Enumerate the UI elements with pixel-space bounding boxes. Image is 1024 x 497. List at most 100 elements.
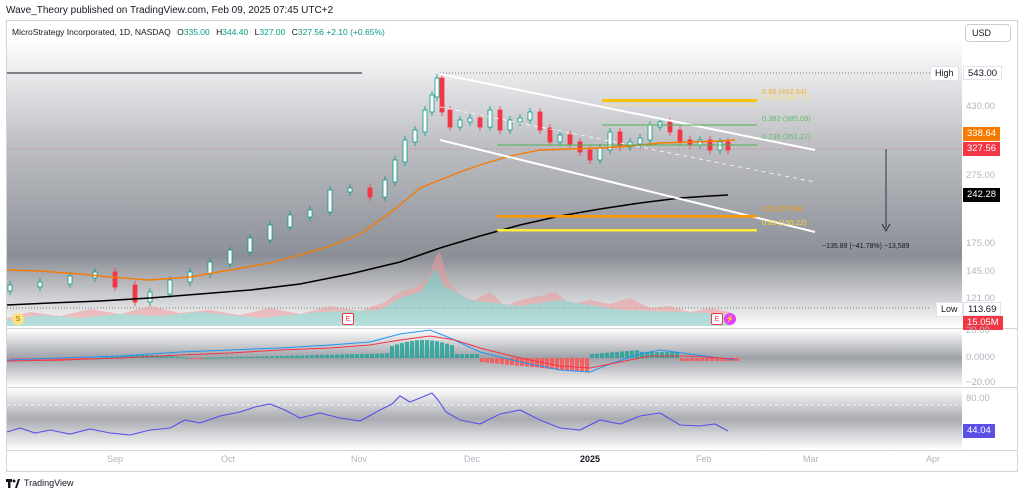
candle-body	[422, 109, 428, 133]
macd-bar	[710, 358, 714, 361]
candle-body	[717, 141, 723, 151]
ema-line	[6, 139, 736, 281]
macd-bar	[250, 356, 254, 358]
candle-body	[307, 209, 313, 218]
macd-bar	[55, 358, 59, 361]
candle-body	[547, 127, 553, 143]
time-label: Apr	[926, 454, 941, 464]
close-value: 327.56	[297, 27, 324, 37]
macd-bar	[305, 355, 309, 358]
split-badge-icon[interactable]: S	[12, 313, 24, 325]
fib-label-lower-golden: 0.65 (190.22)	[762, 218, 807, 227]
low-value: 327.00	[259, 27, 286, 37]
candle-body	[527, 111, 533, 121]
macd-bar	[555, 358, 559, 370]
macd-bar	[475, 354, 479, 358]
macd-bar	[280, 356, 284, 358]
candle-body	[67, 275, 73, 285]
time-label: Mar	[803, 454, 819, 464]
fib-label-upper-green: 0.382 (385.09)	[762, 114, 811, 123]
attribution-bar: Wave_Theory published on TradingView.com…	[0, 0, 1024, 20]
candle-body	[112, 271, 118, 288]
footer-brand[interactable]: TradingView	[6, 478, 74, 488]
macd-bar	[225, 357, 229, 359]
macd-bar	[10, 358, 14, 359]
macd-bar	[420, 340, 424, 358]
macd-bar	[240, 357, 244, 358]
macd-bar	[500, 358, 504, 364]
macd-bar	[285, 355, 289, 358]
macd-bar	[565, 358, 569, 371]
macd-bar	[260, 356, 264, 358]
macd-bar	[125, 355, 129, 358]
macd-bar	[415, 340, 419, 358]
currency-button[interactable]: USD	[965, 24, 1011, 42]
attribution-text: Wave_Theory published on TradingView.com…	[6, 5, 334, 16]
macd-bar	[50, 358, 54, 361]
macd-bar	[80, 358, 84, 360]
macd-bar	[470, 354, 474, 358]
macd-bar	[650, 352, 654, 358]
earnings-badge-icon[interactable]: E	[711, 313, 723, 325]
candle-body	[412, 129, 418, 143]
macd-bar	[340, 354, 344, 358]
candle-body	[382, 179, 388, 198]
macd-bar	[230, 357, 234, 359]
candle-body	[507, 119, 513, 131]
fib-label-top-golden: 0.65 (452.64)	[762, 87, 807, 96]
macd-signal-line	[6, 335, 736, 369]
macd-bar	[540, 358, 544, 368]
macd-bar	[175, 356, 179, 358]
macd-line	[6, 329, 736, 373]
candle-body	[37, 281, 43, 288]
sma-price-tag: 242.28	[963, 188, 1001, 202]
macd-bar	[325, 354, 329, 358]
candle-body	[147, 291, 153, 303]
candle-body	[447, 109, 453, 128]
candle-body	[497, 109, 503, 131]
sma-line	[6, 194, 729, 306]
price-tick: 121.00	[966, 293, 996, 304]
channel-upper[interactable]	[439, 73, 816, 151]
macd-bar	[620, 351, 624, 358]
macd-histogram	[10, 340, 739, 373]
dividend-badge-icon[interactable]: ⚡	[724, 313, 736, 325]
high-label: H	[216, 27, 223, 37]
price-tick: 430.00	[966, 101, 996, 112]
current-price-tag: 327.56	[963, 142, 1001, 156]
macd-bar	[155, 355, 159, 358]
candle-body	[567, 134, 573, 145]
macd-bar	[700, 358, 704, 361]
main-pane-background	[7, 40, 962, 328]
macd-bar	[350, 354, 354, 358]
macd-bar	[130, 355, 134, 358]
macd-bar	[330, 354, 334, 358]
macd-bar	[490, 358, 494, 363]
candle-body	[577, 141, 583, 153]
fib-lower-golden-line[interactable]	[497, 229, 757, 232]
macd-bar	[65, 358, 69, 361]
fib-top-golden-line[interactable]	[602, 99, 757, 102]
earnings-badge-icon[interactable]: E	[342, 313, 354, 325]
macd-bar	[585, 358, 589, 373]
candle-body	[7, 284, 13, 292]
macd-bar	[480, 358, 484, 362]
fib-label-orange: 0.5 (207.89)	[762, 204, 803, 213]
macd-bar	[455, 354, 459, 358]
candle-body	[677, 129, 683, 143]
tradingview-logo-icon	[6, 478, 20, 488]
candle-body	[477, 117, 483, 128]
macd-bar	[320, 355, 324, 358]
candle-body	[247, 237, 253, 253]
high-marker-label: High	[930, 66, 959, 81]
macd-bar	[100, 357, 104, 359]
symbol-legend[interactable]: MicroStrategy Incorporated, 1D, NASDAQ O…	[12, 27, 385, 37]
macd-bar	[115, 356, 119, 358]
macd-bar	[660, 352, 664, 358]
rsi-tick: 80.00	[966, 393, 990, 404]
fib-orange-support-line[interactable]	[497, 215, 757, 218]
volume-tag: 15.05M	[963, 316, 1003, 330]
candle-body	[487, 109, 493, 128]
macd-bar	[720, 358, 724, 361]
